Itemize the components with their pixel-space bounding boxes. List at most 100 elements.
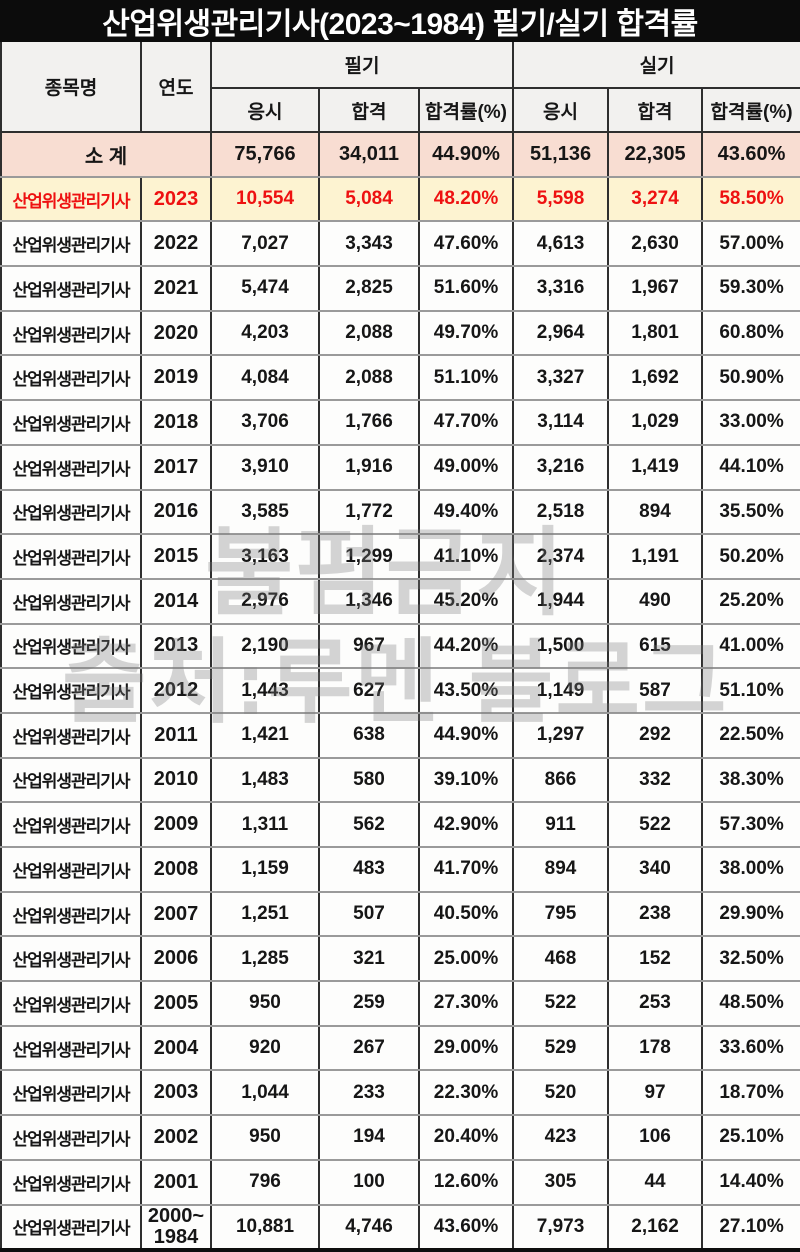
table-row: 산업위생관리기사 2017 3,910 1,916 49.00% 3,216 1… <box>0 444 800 491</box>
value-cell: 1,500 <box>512 623 609 670</box>
value-cell: 253 <box>607 981 703 1027</box>
value-cell: 2,964 <box>512 310 609 357</box>
value-cell: 35.50% <box>701 489 800 536</box>
value-cell: 233 <box>318 1070 419 1117</box>
value-cell: 3,706 <box>210 400 319 446</box>
table-row: 산업위생관리기사 2016 3,585 1,772 49.40% 2,518 8… <box>0 489 800 536</box>
year-cell: 2002 <box>140 1115 211 1161</box>
value-cell: 34,011 <box>318 132 419 178</box>
year-cell: 2006 <box>140 936 211 983</box>
value-cell: 1,159 <box>210 847 319 893</box>
year-cell: 2013 <box>140 623 211 670</box>
table-row: 산업위생관리기사 2023 10,554 5,084 48.20% 5,598 … <box>0 176 800 223</box>
value-cell: 3,274 <box>607 176 703 223</box>
value-cell: 50.20% <box>701 534 800 580</box>
year-cell: 2022 <box>140 221 211 268</box>
value-cell: 1,801 <box>607 310 703 357</box>
year-cell: 2021 <box>140 266 211 312</box>
subtotal-row: 소 계 75,766 34,011 44.90% 51,136 22,305 4… <box>0 132 800 178</box>
value-cell: 10,881 <box>210 1204 319 1251</box>
value-cell: 529 <box>512 1025 609 1072</box>
year-cell: 2000~ 1984 <box>140 1204 211 1251</box>
value-cell: 38.30% <box>701 757 800 804</box>
value-cell: 1,692 <box>607 355 703 402</box>
value-cell: 292 <box>607 712 703 759</box>
value-cell: 490 <box>607 578 703 625</box>
table-row: 산업위생관리기사 2005 950 259 27.30% 522 253 48.… <box>0 981 800 1027</box>
year-cell: 2014 <box>140 578 211 625</box>
value-cell: 340 <box>607 847 703 893</box>
page-title: 산업위생관리기사(2023~1984) 필기/실기 합격률 <box>102 8 698 41</box>
value-cell: 1,483 <box>210 757 319 804</box>
year-cell: 2019 <box>140 355 211 402</box>
value-cell: 51.10% <box>701 668 800 714</box>
value-cell: 40.50% <box>417 891 514 938</box>
subject-cell: 산업위생관리기사 <box>0 578 141 625</box>
value-cell: 100 <box>318 1159 419 1206</box>
subject-cell: 산업위생관리기사 <box>0 310 141 357</box>
value-cell: 5,598 <box>512 176 609 223</box>
subject-cell: 산업위생관리기사 <box>0 355 141 402</box>
value-cell: 50.90% <box>701 355 800 402</box>
value-cell: 2,976 <box>210 578 319 625</box>
value-cell: 14.40% <box>701 1159 800 1206</box>
value-cell: 25.10% <box>701 1115 800 1161</box>
value-cell: 29.00% <box>417 1025 514 1072</box>
table-row: 산업위생관리기사 2019 4,084 2,088 51.10% 3,327 1… <box>0 355 800 402</box>
year-cell: 2005 <box>140 981 211 1027</box>
table-body: 소 계 75,766 34,011 44.90% 51,136 22,305 4… <box>0 132 800 1251</box>
value-cell: 615 <box>607 623 703 670</box>
subject-cell: 산업위생관리기사 <box>0 936 141 983</box>
value-cell: 1,149 <box>512 668 609 714</box>
header-written-group: 필기 <box>209 42 514 89</box>
subject-cell: 산업위생관리기사 <box>0 981 141 1027</box>
year-cell: 2023 <box>140 176 211 223</box>
header-practical-pass-rate: 합격률(%) <box>701 88 800 133</box>
value-cell: 49.40% <box>417 489 514 536</box>
table-row: 산업위생관리기사 2012 1,443 627 43.50% 1,149 587… <box>0 668 800 714</box>
value-cell: 911 <box>512 802 609 848</box>
value-cell: 1,297 <box>512 712 609 759</box>
subject-cell: 산업위생관리기사 <box>0 802 141 848</box>
table-row: 산업위생관리기사 2013 2,190 967 44.20% 1,500 615… <box>0 623 800 670</box>
value-cell: 795 <box>512 891 609 938</box>
value-cell: 39.10% <box>417 757 514 804</box>
header-written-pass-rate: 합격률(%) <box>417 88 514 133</box>
table-row: 산업위생관리기사 2009 1,311 562 42.90% 911 522 5… <box>0 802 800 848</box>
value-cell: 47.60% <box>417 221 514 268</box>
table-row: 산업위생관리기사 2015 3,163 1,299 41.10% 2,374 1… <box>0 534 800 580</box>
table-row: 산업위생관리기사 2018 3,706 1,766 47.70% 3,114 1… <box>0 400 800 446</box>
year-cell: 2003 <box>140 1070 211 1117</box>
table-row: 산업위생관리기사 2002 950 194 20.40% 423 106 25.… <box>0 1115 800 1161</box>
subject-cell: 산업위생관리기사 <box>0 1204 141 1251</box>
value-cell: 305 <box>512 1159 609 1206</box>
value-cell: 57.00% <box>701 221 800 268</box>
table-row: 산업위생관리기사 2010 1,483 580 39.10% 866 332 3… <box>0 757 800 804</box>
value-cell: 2,088 <box>318 355 419 402</box>
value-cell: 59.30% <box>701 266 800 312</box>
value-cell: 1,251 <box>210 891 319 938</box>
value-cell: 1,443 <box>210 668 319 714</box>
value-cell: 587 <box>607 668 703 714</box>
value-cell: 967 <box>318 623 419 670</box>
header-practical-group: 실기 <box>512 42 800 89</box>
value-cell: 1,967 <box>607 266 703 312</box>
value-cell: 562 <box>318 802 419 848</box>
table-row: 산업위생관리기사 2021 5,474 2,825 51.60% 3,316 1… <box>0 266 800 312</box>
table-row: 산업위생관리기사 2006 1,285 321 25.00% 468 152 3… <box>0 936 800 983</box>
subject-cell: 산업위생관리기사 <box>0 489 141 536</box>
value-cell: 1,044 <box>210 1070 319 1117</box>
value-cell: 60.80% <box>701 310 800 357</box>
value-cell: 57.30% <box>701 802 800 848</box>
value-cell: 321 <box>318 936 419 983</box>
value-cell: 152 <box>607 936 703 983</box>
value-cell: 894 <box>607 489 703 536</box>
value-cell: 2,162 <box>607 1204 703 1251</box>
value-cell: 2,825 <box>318 266 419 312</box>
value-cell: 520 <box>512 1070 609 1117</box>
value-cell: 3,910 <box>210 444 319 491</box>
value-cell: 22.50% <box>701 712 800 759</box>
value-cell: 267 <box>318 1025 419 1072</box>
value-cell: 7,027 <box>210 221 319 268</box>
table-row: 산업위생관리기사 2014 2,976 1,346 45.20% 1,944 4… <box>0 578 800 625</box>
